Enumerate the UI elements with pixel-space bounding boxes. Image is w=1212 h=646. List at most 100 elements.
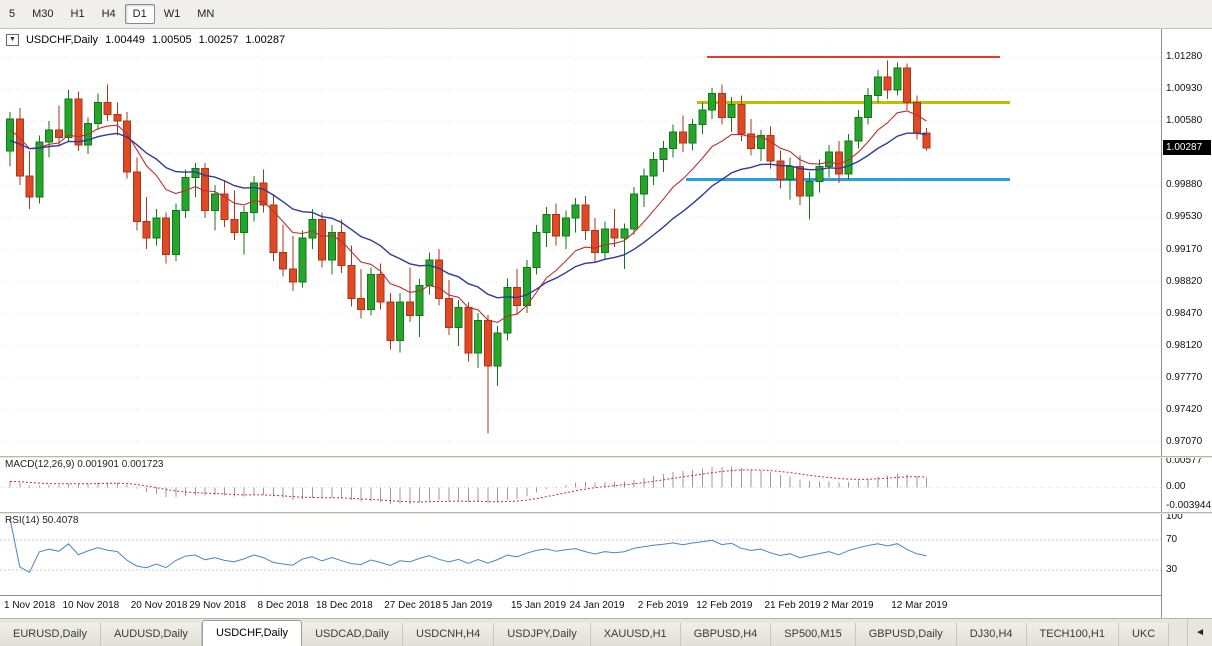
chart-tab-ukc[interactable]: UKC xyxy=(1118,623,1170,646)
x-axis-label: 2 Mar 2019 xyxy=(823,600,874,611)
chart-tab-dj30-h4[interactable]: DJ30,H4 xyxy=(956,623,1027,646)
ohlc-low-value: 1.00257 xyxy=(198,34,239,46)
panel-splitter-rsi[interactable] xyxy=(0,512,1212,514)
candle-body xyxy=(532,232,541,268)
candle-body xyxy=(581,204,590,232)
candle-body xyxy=(522,266,531,307)
chart-tab-eurusd-daily[interactable]: EURUSD,Daily xyxy=(0,623,101,646)
x-axis-label: 20 Nov 2018 xyxy=(130,600,188,611)
tab-scroll-left-button[interactable]: ◄ xyxy=(1187,619,1212,646)
candle-body xyxy=(259,182,268,206)
candle-body xyxy=(873,76,882,96)
timeframe-toolbar: 5 M30 H1 H4 D1 W1 MN xyxy=(0,0,1212,29)
chart-tab-usdjpy-daily[interactable]: USDJPY,Daily xyxy=(494,623,591,646)
candle-body xyxy=(171,210,180,255)
timeframe-button-5[interactable]: 5 xyxy=(9,8,16,20)
candle-body xyxy=(795,166,804,197)
candle-body xyxy=(620,228,629,239)
candle-body xyxy=(308,219,317,239)
timeframe-button-d1[interactable]: D1 xyxy=(124,4,155,24)
chart-tab-sp500-m15[interactable]: SP500,M15 xyxy=(771,623,856,646)
candle-body xyxy=(279,252,287,270)
candle-body xyxy=(25,175,34,198)
rsi-axis-label: 100 xyxy=(1166,511,1183,522)
x-axis-label: 2 Feb 2019 xyxy=(637,600,689,611)
price-axis-label: 0.98120 xyxy=(1166,339,1203,351)
macd-axis-label: 0.00 xyxy=(1166,481,1186,493)
candle-body xyxy=(737,104,746,135)
chart-tab-xauusd-h1[interactable]: XAUUSD,H1 xyxy=(590,623,681,646)
timeframe-button-w1[interactable]: W1 xyxy=(163,8,181,20)
candle-body xyxy=(54,129,63,138)
candle-body xyxy=(357,297,365,310)
candle-body xyxy=(561,217,570,237)
candle-body xyxy=(230,219,239,234)
x-axis-label: 18 Dec 2018 xyxy=(316,600,373,611)
candle-body xyxy=(113,114,122,122)
ma-slow-line xyxy=(9,132,927,299)
candle-body xyxy=(454,307,463,329)
candle-body xyxy=(893,67,902,91)
candle-body xyxy=(240,211,248,234)
x-axis-label: 24 Jan 2019 xyxy=(569,600,625,611)
macd-axis-label: 0.00577 xyxy=(1166,454,1203,466)
candle-body xyxy=(717,93,726,118)
price-axis-label: 0.98470 xyxy=(1166,307,1203,319)
panel-splitter-macd[interactable] xyxy=(0,456,1212,458)
chart-tabbar: EURUSD,Daily AUDUSD,Daily USDCHF,Daily USDC… xyxy=(0,618,1212,646)
chart-tab-gbpusd-daily[interactable]: GBPUSD,Daily xyxy=(855,623,957,646)
ohlc-high-value: 1.00505 xyxy=(151,34,192,46)
candle-body xyxy=(103,102,112,116)
chart-plot[interactable] xyxy=(0,29,1161,595)
price-axis-label: 0.99170 xyxy=(1166,243,1203,255)
candle-body xyxy=(815,166,824,182)
timeframe-button-m30[interactable]: M30 xyxy=(32,8,54,20)
candle-body xyxy=(766,135,775,162)
candle-body xyxy=(142,221,151,239)
price-axis: 1.00287 1.012801.009301.005801.002300.99… xyxy=(1161,29,1212,618)
x-axis-label: 8 Dec 2018 xyxy=(257,600,309,611)
candle-body xyxy=(74,98,83,146)
macd-axis-label: -0.003944 xyxy=(1166,499,1212,511)
candle-body xyxy=(474,319,482,354)
candle-body xyxy=(747,133,755,149)
candle-body xyxy=(64,98,73,138)
candle-body xyxy=(347,264,356,299)
x-axis-label: 12 Feb 2019 xyxy=(696,600,753,611)
candle-body xyxy=(181,177,190,212)
candle-body xyxy=(249,182,258,213)
timeframe-button-mn[interactable]: MN xyxy=(197,8,215,20)
macd-indicator-label: MACD(12,26,9) 0.001901 0.001723 xyxy=(5,459,164,470)
price-axis-label: 1.01280 xyxy=(1166,51,1203,62)
candle-body xyxy=(776,160,785,181)
chart-tab-usdcad-daily[interactable]: USDCAD,Daily xyxy=(302,623,404,646)
candle-body xyxy=(669,131,677,149)
x-axis-label: 27 Dec 2018 xyxy=(384,600,441,611)
chart-tab-gbpusd-h4[interactable]: GBPUSD,H4 xyxy=(680,623,772,646)
candle-body xyxy=(903,67,911,104)
rsi-axis-label: 70 xyxy=(1166,533,1178,545)
chart-tab-tech100-h1[interactable]: TECH100,H1 xyxy=(1026,623,1119,646)
chart-tab-audusd-daily[interactable]: AUDUSD,Daily xyxy=(100,623,202,646)
candle-body xyxy=(639,175,648,195)
candle-body xyxy=(786,166,794,181)
chart-dropdown-icon[interactable]: ▼ xyxy=(6,34,19,46)
x-axis-label: 10 Nov 2018 xyxy=(62,600,120,611)
ohlc-open-value: 1.00449 xyxy=(105,34,145,46)
candle-body xyxy=(600,228,609,254)
chart-tab-usdcnh-h4[interactable]: USDCNH,H4 xyxy=(403,623,495,646)
timeframe-button-h4[interactable]: H4 xyxy=(101,8,116,20)
candle-body xyxy=(15,118,24,177)
price-axis-label: 1.00580 xyxy=(1166,115,1203,126)
timeframe-button-h1[interactable]: H1 xyxy=(70,8,85,20)
candle-body xyxy=(756,135,765,149)
candle-body xyxy=(864,94,872,118)
macd-signal-line xyxy=(9,469,927,503)
rsi-line xyxy=(9,518,927,573)
chart-tab-usdchf-daily[interactable]: USDCHF,Daily xyxy=(201,620,303,646)
candle-body xyxy=(630,193,638,230)
candle-body xyxy=(678,131,687,144)
x-axis-label: 12 Mar 2019 xyxy=(891,600,948,611)
candle-body xyxy=(571,204,580,219)
x-axis-label: 21 Feb 2019 xyxy=(764,600,821,611)
